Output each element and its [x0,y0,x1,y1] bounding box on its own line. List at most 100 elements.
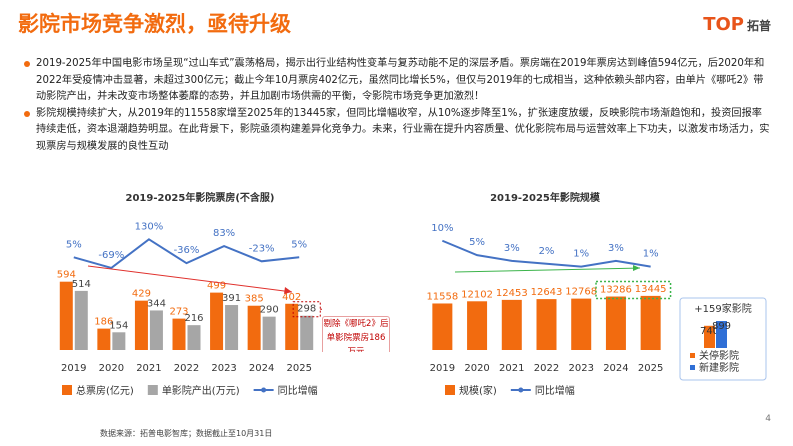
trend-arrow [87,265,293,293]
legend-swatch [690,353,695,358]
line-label: 10% [431,223,453,234]
bar [501,299,522,350]
bar-label: 12102 [461,289,493,300]
trend-head [284,287,292,294]
x-tick-label: 2023 [211,363,236,374]
bar [605,296,626,350]
legend-label: 关停影院 [699,349,739,362]
slide-title: 影院市场竞争激烈，亟待升级 [18,12,291,36]
page-number: 4 [765,414,771,424]
chart-title: 2019-2025年影院规模 [490,191,601,204]
bar-label: 391 [222,293,241,304]
bar-label: 273 [169,307,188,318]
bar-label: 385 [245,294,264,305]
legend-dot [261,387,267,393]
legend-label: 同比增幅 [278,384,318,397]
bar-label: 514 [72,279,91,290]
highlight-box [595,280,672,300]
bar-label: 290 [260,305,279,316]
line-label: 1% [643,249,659,260]
line-label: -69% [98,250,124,261]
annotation: 剔除《哪吒2》后单影院票房186万元 [322,316,390,352]
x-tick-label: 2025 [638,363,663,374]
bar-label: 12643 [531,287,563,298]
line-label: 5% [469,237,485,248]
bar [112,332,126,350]
bar-label: 499 [207,281,226,292]
inset-bar-label: 740 [700,326,719,337]
x-tick-label: 2022 [174,363,199,374]
line-label: 5% [66,239,82,250]
inset-label: +159家影院 [694,302,751,315]
line-label: 1% [573,249,589,260]
legend-label: 同比增幅 [535,384,575,397]
bar [97,328,111,350]
legend-label: 总票房(亿元) [76,384,134,397]
x-tick-label: 2025 [286,363,311,374]
bar-label: 12453 [496,288,528,299]
bar [300,315,314,350]
bar-label: 216 [184,313,203,324]
bar-label: 594 [57,270,76,281]
bar-label: 12768 [565,287,597,298]
line-label: 83% [213,228,235,239]
bar [285,303,299,350]
trend-head [633,265,640,271]
x-tick-label: 2024 [603,363,628,374]
line-label: -23% [249,243,275,254]
bar [187,325,201,350]
bar-label: 11558 [426,291,458,302]
bar-label: 154 [109,320,128,331]
inset-bar [704,325,715,348]
bar [640,295,661,350]
bullet: 影院规模持续扩大，从2019年的11558家增至2025年的13445家，但同比… [22,106,770,156]
legend-swatch [445,385,455,395]
x-tick-label: 2021 [136,363,161,374]
x-tick-label: 2020 [99,363,124,374]
legend-swatch [690,365,695,370]
bar [225,305,239,350]
line [73,238,300,270]
legend-dot [518,387,524,393]
line [441,239,651,268]
bar [467,301,488,350]
logo-text: 拓普 [746,19,771,33]
line-label: 3% [608,243,624,254]
x-tick-label: 2019 [430,363,455,374]
line-label: 130% [135,221,164,232]
source-note: 数据来源：拓普电影智库；数据截止至10月31日 [100,429,273,438]
x-tick-label: 2022 [534,363,559,374]
logo-mark: TOP [703,14,744,35]
legend-label: 规模(家) [459,384,497,397]
inset-bar [716,321,727,348]
bullet: 2019-2025年中国电影市场呈现“过山车式”震荡格局，揭示出行业结构性变革与… [22,56,770,106]
trend-arrow [454,267,641,273]
highlight-box [292,301,321,318]
bar [149,310,163,350]
bar [59,281,73,350]
bar [262,316,276,350]
legend-label: 单影院产出(万元) [162,384,240,397]
bar [432,303,453,350]
bar-label: 429 [132,289,151,300]
logo: TOP 拓普 [703,14,771,35]
bar-label: 13286 [600,285,632,296]
x-tick-label: 2019 [61,363,86,374]
bar [536,299,557,350]
x-tick-label: 2021 [499,363,524,374]
x-tick-label: 2020 [464,363,489,374]
x-tick-label: 2023 [568,363,593,374]
inset-bar-label: 899 [712,321,731,332]
bar-label: 298 [297,304,316,315]
line-label: 3% [504,243,520,254]
bar-label: 186 [94,317,113,328]
bar-label: 402 [282,292,301,303]
bar [210,292,224,350]
bar [134,300,148,350]
bar [571,298,592,350]
bar [247,305,261,350]
bullet-list: 2019-2025年中国电影市场呈现“过山车式”震荡格局，揭示出行业结构性变革与… [22,56,770,155]
bar-label: 344 [147,298,166,309]
